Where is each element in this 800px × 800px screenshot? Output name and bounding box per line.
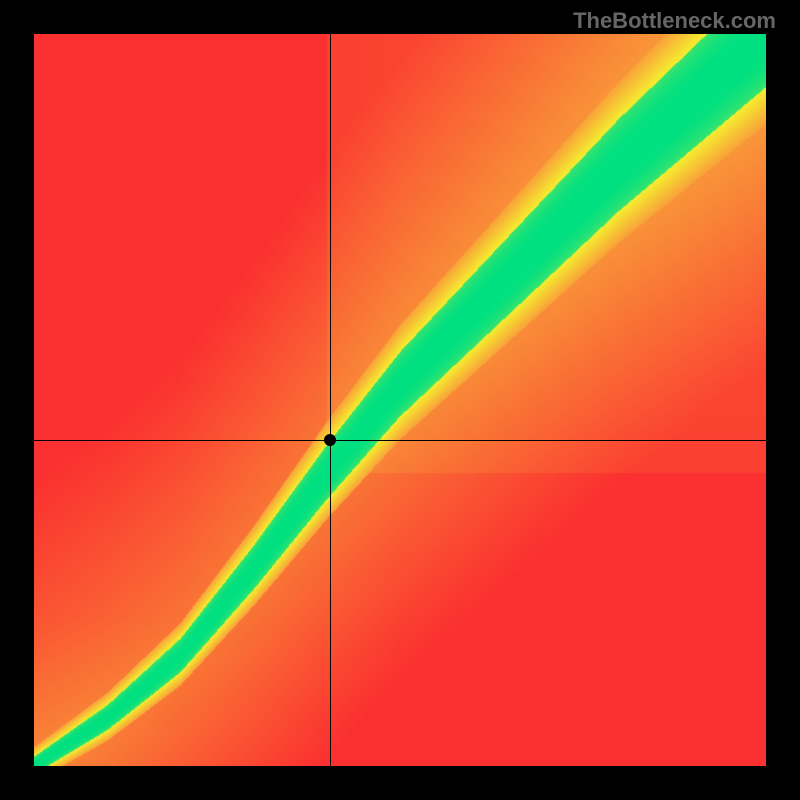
plot-area bbox=[34, 34, 766, 766]
data-point-marker bbox=[324, 434, 336, 446]
crosshair-vertical bbox=[330, 34, 331, 766]
watermark-text: TheBottleneck.com bbox=[573, 8, 776, 34]
crosshair-horizontal bbox=[34, 440, 766, 441]
chart-container: TheBottleneck.com bbox=[0, 0, 800, 800]
heatmap-canvas bbox=[34, 34, 766, 766]
